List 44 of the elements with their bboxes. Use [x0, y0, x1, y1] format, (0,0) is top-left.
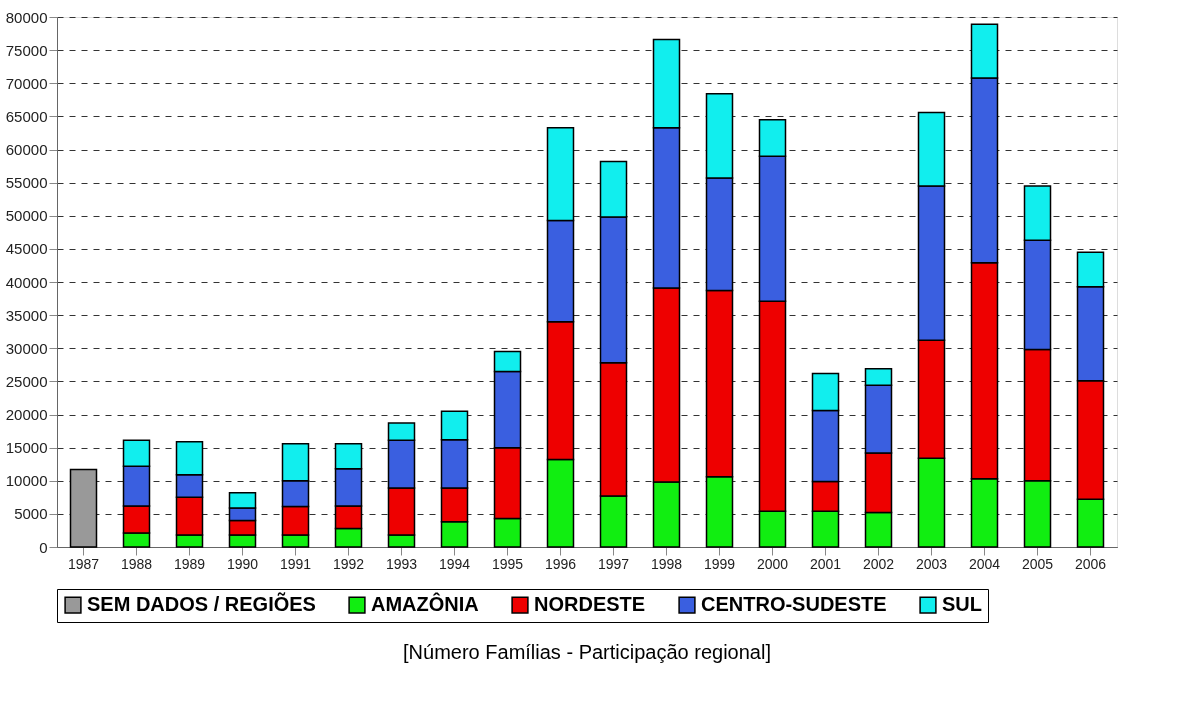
x-tick-label: 1994 — [438, 555, 471, 572]
x-tick-label: 2006 — [1074, 555, 1107, 572]
x-tick-label: 2004 — [968, 555, 1001, 572]
y-tick-label: 55000 — [5, 174, 48, 192]
x-tick-label: 1995 — [491, 555, 524, 572]
legend-label: SUL — [942, 593, 982, 616]
legend-label: SEM DADOS / REGIÕES — [87, 592, 316, 616]
legend-label: AMAZÔNIA — [371, 592, 479, 616]
y-tick-label: 75000 — [5, 41, 48, 59]
y-tick-label: 70000 — [5, 74, 48, 92]
x-tick-label: 1998 — [650, 555, 683, 572]
y-tick-label: 20000 — [5, 406, 48, 423]
y-tick-label: 10000 — [5, 472, 48, 490]
x-tick-label: 1988 — [120, 555, 153, 572]
x-tick-label: 1989 — [173, 555, 206, 572]
y-tick-label: 60000 — [5, 141, 48, 158]
x-tick-label: 1997 — [597, 555, 630, 572]
bar — [69, 468, 98, 548]
y-tick-label: 15000 — [5, 439, 48, 457]
legend-label: NORDESTE — [534, 593, 646, 616]
y-tick-label: 5000 — [14, 505, 48, 523]
x-tick-label: 1996 — [544, 555, 577, 572]
x-tick-label: 1991 — [279, 555, 312, 572]
y-tick-label: 30000 — [5, 339, 48, 357]
y-tick-label: 50000 — [5, 207, 48, 225]
y-tick-label: 25000 — [5, 372, 48, 390]
y-tick-label: 35000 — [5, 306, 48, 324]
x-tick-label: 2002 — [862, 555, 895, 572]
y-tick-label: 0 — [39, 538, 48, 556]
y-tick-label: 80000 — [5, 8, 48, 26]
x-tick-label: 2003 — [915, 555, 948, 572]
text: [Número Famílias - Participação regional] — [403, 640, 771, 663]
y-tick-label: 40000 — [5, 273, 48, 291]
x-tick-label: 2000 — [756, 555, 789, 572]
y-tick-label: 65000 — [5, 107, 48, 125]
x-tick-label: 1993 — [385, 555, 418, 572]
x-tick-label: 2005 — [1021, 555, 1054, 572]
legend-label: CENTRO-SUDESTE — [701, 593, 887, 616]
y-tick-label: 45000 — [5, 240, 48, 258]
x-tick-label: 1992 — [332, 555, 365, 572]
x-tick-label: 1990 — [226, 555, 259, 572]
x-tick-label: 1987 — [67, 555, 100, 572]
x-tick-label: 2001 — [809, 555, 842, 572]
x-tick-label: 1999 — [703, 555, 736, 572]
